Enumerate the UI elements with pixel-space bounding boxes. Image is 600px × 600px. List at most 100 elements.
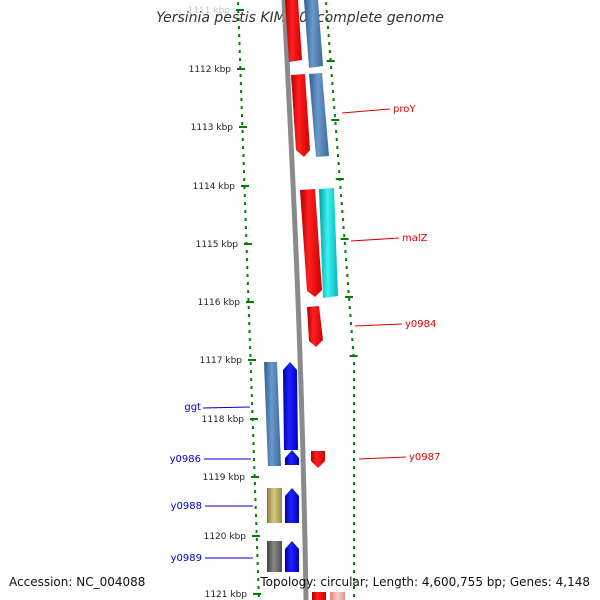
track-dot xyxy=(242,146,245,149)
track-dot xyxy=(335,138,338,141)
track-dot xyxy=(325,2,328,5)
gene-feature-steel[interactable] xyxy=(304,0,323,68)
track-dot xyxy=(247,290,250,293)
track-dot xyxy=(240,98,243,101)
kbp-tick-label: 1113 kbp xyxy=(191,123,234,133)
track-dot xyxy=(333,114,336,117)
gene-label-y0986[interactable]: y0986 xyxy=(170,454,201,465)
track-dot xyxy=(336,154,339,157)
kbp-tick xyxy=(244,243,252,245)
gene-feature-blue[interactable] xyxy=(285,541,299,572)
track-dot xyxy=(336,146,339,149)
gene-feature-cyan[interactable] xyxy=(319,188,338,298)
track-dot xyxy=(244,218,247,221)
genome-summary-text: Topology: circular; Length: 4,600,755 bp… xyxy=(260,575,590,589)
kbp-tick-label: 1112 kbp xyxy=(189,65,232,75)
track-dot xyxy=(252,450,255,453)
track-dot xyxy=(247,314,250,317)
kbp-tick-label: 1119 kbp xyxy=(203,473,246,483)
track-dot xyxy=(348,306,351,309)
track-dot xyxy=(256,562,259,565)
track-dot xyxy=(353,434,355,437)
track-dot xyxy=(340,194,343,197)
track-dot xyxy=(246,282,249,285)
track-dot xyxy=(325,10,328,13)
track-dot xyxy=(254,490,257,493)
track-dot xyxy=(248,322,251,325)
track-dot xyxy=(330,74,333,77)
gene-feature-blue[interactable] xyxy=(283,362,298,450)
kbp-tick-label: 1120 kbp xyxy=(204,532,247,542)
track-dot xyxy=(343,234,346,237)
gene-label-y0987[interactable]: y0987 xyxy=(409,452,440,463)
gene-feature-blue[interactable] xyxy=(285,450,299,465)
track-dot xyxy=(241,130,244,133)
track-dot xyxy=(342,226,345,229)
track-dot xyxy=(345,258,348,261)
gene-label-y0988[interactable]: y0988 xyxy=(171,501,202,512)
track-dot xyxy=(256,546,259,549)
gene-label-proy[interactable]: proY xyxy=(393,104,416,115)
track-dot xyxy=(242,154,245,157)
kbp-tick xyxy=(248,359,256,361)
gene-feature-red[interactable] xyxy=(291,74,310,157)
track-dot xyxy=(343,242,346,245)
track-dot xyxy=(353,562,355,565)
track-tick xyxy=(349,355,358,357)
gene-feature-steel[interactable] xyxy=(309,73,329,157)
track-dot xyxy=(335,130,338,133)
gene-feature-red[interactable] xyxy=(311,451,325,468)
track-dot xyxy=(353,498,355,501)
track-dot xyxy=(353,586,355,589)
track-dot xyxy=(353,386,355,389)
gene-feature-red[interactable] xyxy=(307,306,323,347)
gene-label-y0989[interactable]: y0989 xyxy=(171,553,202,564)
track-dot xyxy=(254,514,257,517)
track-dot xyxy=(250,386,253,389)
gene-label-malz[interactable]: malZ xyxy=(402,233,428,244)
track-dot xyxy=(251,402,254,405)
track-dot xyxy=(353,546,355,549)
gene-feature-steel[interactable] xyxy=(264,362,281,466)
track-dot xyxy=(353,554,355,557)
gene-feature-red[interactable] xyxy=(285,0,302,62)
track-dot xyxy=(257,578,260,581)
track-dot xyxy=(353,410,355,413)
track-dot xyxy=(239,66,242,69)
gene-feature-red[interactable] xyxy=(300,189,322,297)
track-dot xyxy=(332,98,335,101)
kbp-tick-label: 1114 kbp xyxy=(193,182,236,192)
track-dot xyxy=(242,162,245,165)
track-dot xyxy=(353,458,355,461)
gene-label-leader xyxy=(358,456,407,460)
track-dot xyxy=(353,378,355,381)
track-dot xyxy=(255,522,258,525)
track-dot xyxy=(247,298,250,301)
kbp-tick-label: 1115 kbp xyxy=(196,240,239,250)
gene-feature-olive[interactable] xyxy=(267,488,282,523)
gene-feature-red[interactable] xyxy=(312,592,326,600)
kbp-tick xyxy=(251,476,259,478)
track-dot xyxy=(240,106,243,109)
track-tick xyxy=(335,178,344,180)
track-dot xyxy=(353,570,355,573)
track-dot xyxy=(326,18,329,21)
gene-label-y0984[interactable]: y0984 xyxy=(405,319,436,330)
gene-feature-pink[interactable] xyxy=(330,592,345,600)
track-dot xyxy=(240,114,243,117)
gene-label-ggt[interactable]: ggt xyxy=(184,402,201,413)
track-dot xyxy=(237,26,240,29)
track-dot xyxy=(353,370,355,373)
genome-backbone xyxy=(281,0,309,600)
track-dot xyxy=(353,506,355,509)
kbp-tick xyxy=(246,301,254,303)
track-dot xyxy=(346,282,349,285)
track-dot xyxy=(245,234,248,237)
gene-feature-grey[interactable] xyxy=(267,541,282,572)
kbp-tick xyxy=(237,68,245,70)
gene-feature-blue[interactable] xyxy=(285,488,299,523)
track-dot xyxy=(243,194,246,197)
track-dot xyxy=(338,170,341,173)
track-dot xyxy=(243,186,246,189)
